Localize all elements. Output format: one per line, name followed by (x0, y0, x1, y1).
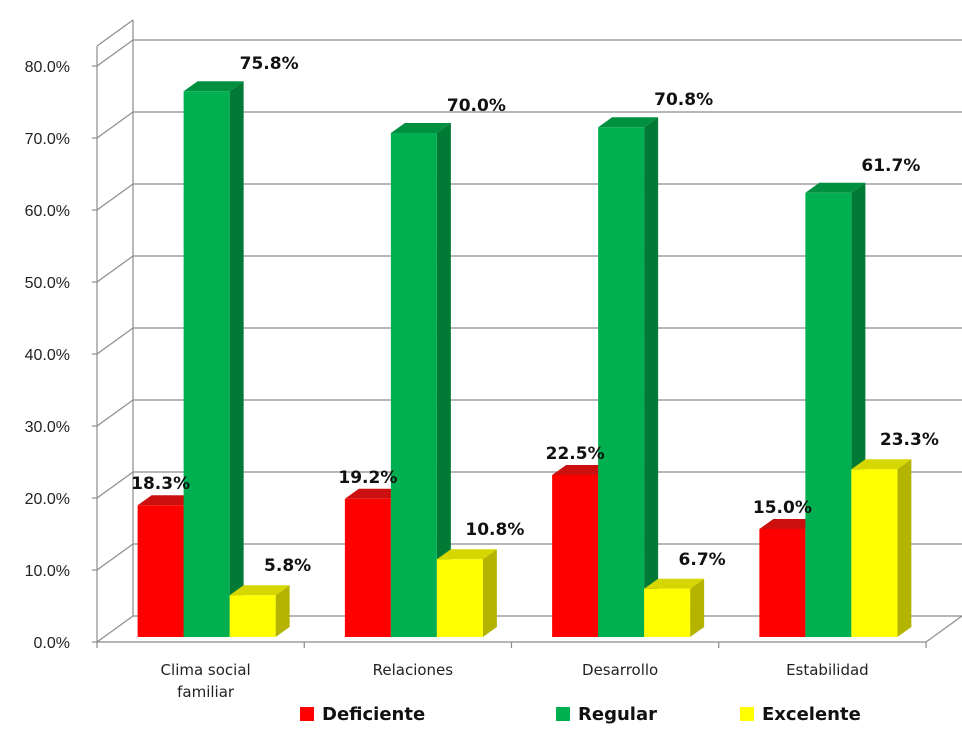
y-tick-label: 40.0% (25, 347, 70, 364)
data-label-regular-1: 75.8% (240, 54, 299, 74)
bar-regular-2-front (390, 133, 437, 637)
data-labels: 18.3% 75.8% 5.8% 19.2% 70.0% 10.8% 22.5% 70.8% 6… (131, 54, 939, 576)
bar-deficiente-2-top (344, 488, 405, 499)
bar-deficiente-4-front (759, 529, 806, 637)
bar-excelente-4 (851, 459, 912, 637)
bar-deficiente-2-front (344, 498, 391, 637)
bar-excelente-2-front (436, 559, 483, 637)
y-tick-label: 20.0% (25, 491, 70, 508)
floor-right-edge (925, 615, 962, 643)
data-label-excelente-2: 10.8% (465, 520, 524, 540)
data-label-deficiente-3: 22.5% (546, 444, 605, 464)
bar-deficiente-1-front (137, 505, 184, 637)
bar-deficiente-3-top (552, 465, 613, 475)
legend-label: Regular (578, 704, 657, 725)
gridline-diagonal (96, 327, 134, 355)
y-tick-label: 70.0% (25, 131, 70, 148)
bar-excelente-4-top (851, 459, 912, 470)
bar-excelente-4-front (851, 469, 898, 637)
legend-item-regular: Regular (556, 704, 657, 725)
bar-excelente-2 (436, 549, 497, 637)
data-label-regular-4: 61.7% (861, 156, 920, 176)
bar-excelente-1 (229, 585, 290, 637)
bar-excelente-1-front (229, 595, 276, 637)
gridline-diagonal (96, 39, 134, 67)
bar-excelente-2-top (436, 549, 497, 560)
x-tick-label: Relaciones (373, 661, 454, 679)
x-tick-label: Estabilidad (786, 661, 869, 679)
bar-regular-2-side (436, 123, 451, 637)
gridline-diagonal (96, 543, 134, 571)
y-tick-label: 30.0% (25, 419, 70, 436)
bar-regular-1-top (183, 81, 244, 92)
bar-deficiente-1-top (137, 495, 198, 506)
bar-regular-2-top (390, 123, 451, 133)
bar-excelente-3-side (690, 578, 705, 637)
y-tick-label: 50.0% (25, 275, 70, 292)
gridline-diagonal (96, 183, 134, 211)
bar-regular-2 (390, 123, 451, 637)
y-tick-label: 0.0% (34, 635, 70, 652)
bar-regular-1-front (183, 91, 230, 638)
data-label-excelente-1: 5.8% (264, 556, 311, 576)
legend-label: Deficiente (322, 704, 425, 725)
bar-excelente-1-side (275, 585, 290, 637)
bar-regular-1-side (229, 81, 244, 638)
bar-deficiente-3-front (552, 475, 599, 637)
legend: Deficiente Regular Excelente (300, 704, 861, 725)
bar-deficiente-4-top (759, 519, 820, 529)
bars (137, 81, 912, 638)
bar-regular-4-front (805, 192, 852, 637)
legend-swatch (300, 707, 314, 721)
x-tick-label: Desarrollo (582, 661, 658, 679)
bar-excelente-4-side (897, 459, 912, 637)
data-label-excelente-4: 23.3% (880, 430, 939, 450)
data-label-deficiente-2: 19.2% (338, 468, 397, 488)
gridline-diagonal (96, 615, 134, 643)
data-label-regular-2: 70.0% (447, 96, 506, 116)
legend-label: Excelente (762, 704, 861, 725)
bar-regular-4-top (805, 182, 866, 193)
legend-item-deficiente: Deficiente (300, 704, 425, 725)
bar-regular-1 (183, 81, 244, 638)
bar-excelente-3-top (644, 578, 705, 589)
bar-regular-3-top (598, 117, 659, 128)
x-tick-label: Clima social familiar (161, 661, 251, 701)
data-label-regular-3: 70.8% (654, 90, 713, 110)
bar-excelente-3 (644, 578, 705, 637)
legend-swatch (740, 707, 754, 721)
y-tick-label: 60.0% (25, 203, 70, 220)
y-tick-label: 10.0% (25, 563, 70, 580)
bar-regular-3 (598, 117, 659, 638)
bar-regular-3-front (598, 127, 645, 638)
legend-item-excelente: Excelente (740, 704, 861, 725)
legend-swatch (556, 707, 570, 721)
bar-excelente-1-top (229, 585, 290, 596)
gridline-diagonal (96, 255, 134, 283)
y-tick-label: 80.0% (25, 59, 70, 76)
data-label-deficiente-4: 15.0% (753, 498, 812, 518)
gridline-diagonal (96, 471, 134, 499)
data-label-deficiente-1: 18.3% (131, 474, 190, 494)
wall-top-edge (96, 19, 134, 47)
axes: 0.0% 10.0% 20.0% 30.0% 40.0% 50.0% 60.0% 70.0% 8… (25, 19, 962, 701)
bar-excelente-3-front (644, 588, 691, 637)
gridline-diagonal (96, 399, 134, 427)
data-label-excelente-3: 6.7% (679, 550, 726, 570)
bar-excelente-2-side (482, 549, 497, 637)
gridline-diagonal (96, 111, 134, 139)
bar-regular-3-side (644, 117, 659, 638)
